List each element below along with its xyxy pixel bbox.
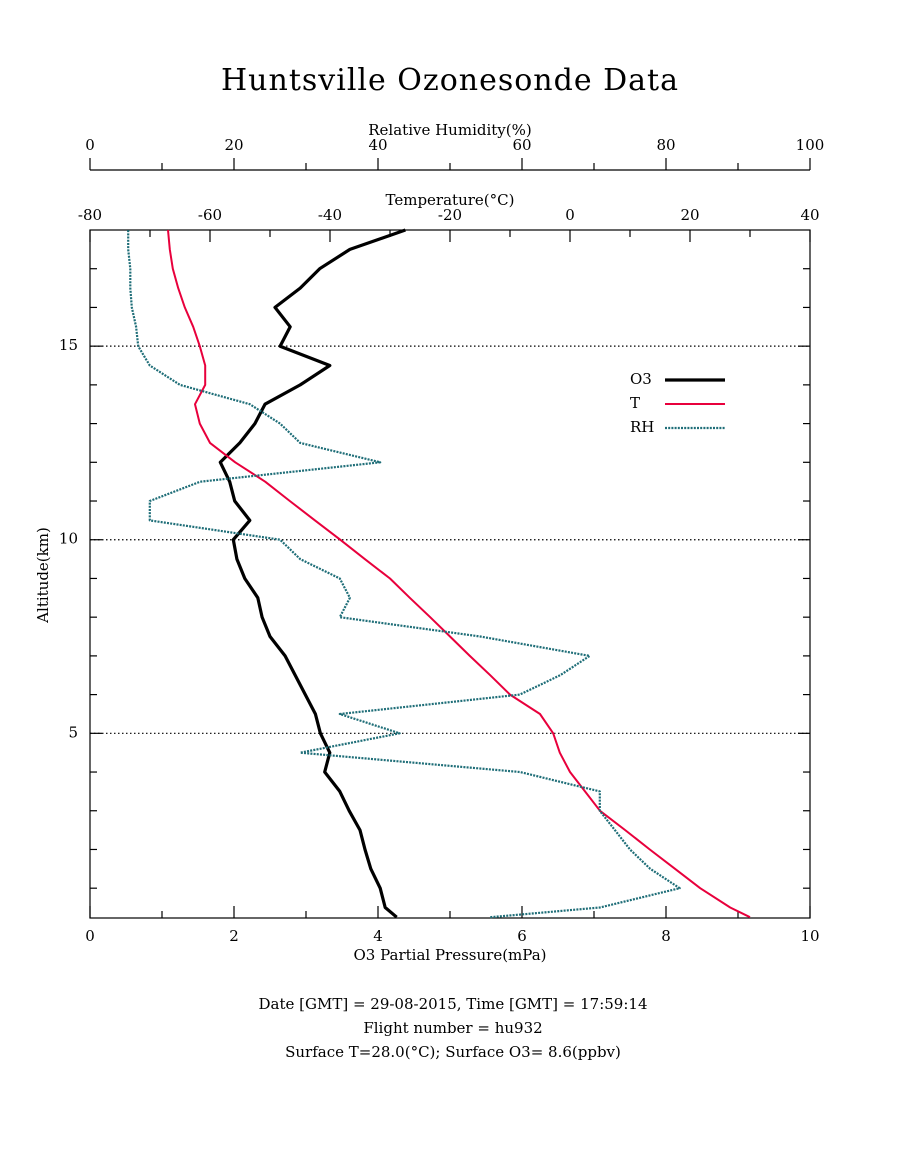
y-tick-label: 5 xyxy=(68,723,78,741)
footer-line: Surface T=28.0(°C); Surface O3= 8.6(ppbv… xyxy=(285,1043,621,1061)
y-tick-label: 15 xyxy=(59,336,78,354)
x2-tick-label: 0 xyxy=(565,206,575,224)
x-tick-label: 6 xyxy=(517,927,527,945)
x3-axis-label: Relative Humidity(%) xyxy=(368,121,531,139)
x2-tick-label: 20 xyxy=(680,206,699,224)
x-tick-label: 10 xyxy=(800,927,819,945)
legend-label: O3 xyxy=(630,370,652,388)
series-line xyxy=(127,230,681,919)
x2-tick-label: -40 xyxy=(318,206,342,224)
x3-tick-label: 80 xyxy=(656,136,675,154)
x2-tick-label: 40 xyxy=(800,206,819,224)
legend-label: RH xyxy=(630,418,654,436)
x3-tick-label: 0 xyxy=(85,136,95,154)
x3-tick-label: 40 xyxy=(368,136,387,154)
x3-tick-label: 100 xyxy=(796,136,825,154)
x3-tick-label: 20 xyxy=(224,136,243,154)
x-tick-label: 2 xyxy=(229,927,239,945)
x2-tick-label: -80 xyxy=(78,206,102,224)
x2-axis-label: Temperature(°C) xyxy=(386,191,515,209)
y-tick-label: 10 xyxy=(59,530,78,548)
x2-tick-label: -20 xyxy=(438,206,462,224)
x-axis-label: O3 Partial Pressure(mPa) xyxy=(353,946,546,964)
x3-tick-label: 60 xyxy=(512,136,531,154)
chart-title: Huntsville Ozonesonde Data xyxy=(221,63,679,98)
x-tick-label: 8 xyxy=(661,927,671,945)
series-line xyxy=(218,228,406,919)
y-axis-label: Altitude(km) xyxy=(34,527,52,624)
x-tick-label: 0 xyxy=(85,927,95,945)
x2-tick-label: -60 xyxy=(198,206,222,224)
footer-line: Flight number = hu932 xyxy=(363,1019,542,1037)
footer-line: Date [GMT] = 29-08-2015, Time [GMT] = 17… xyxy=(258,995,647,1013)
x-tick-label: 4 xyxy=(373,927,383,945)
legend-label: T xyxy=(630,394,640,412)
